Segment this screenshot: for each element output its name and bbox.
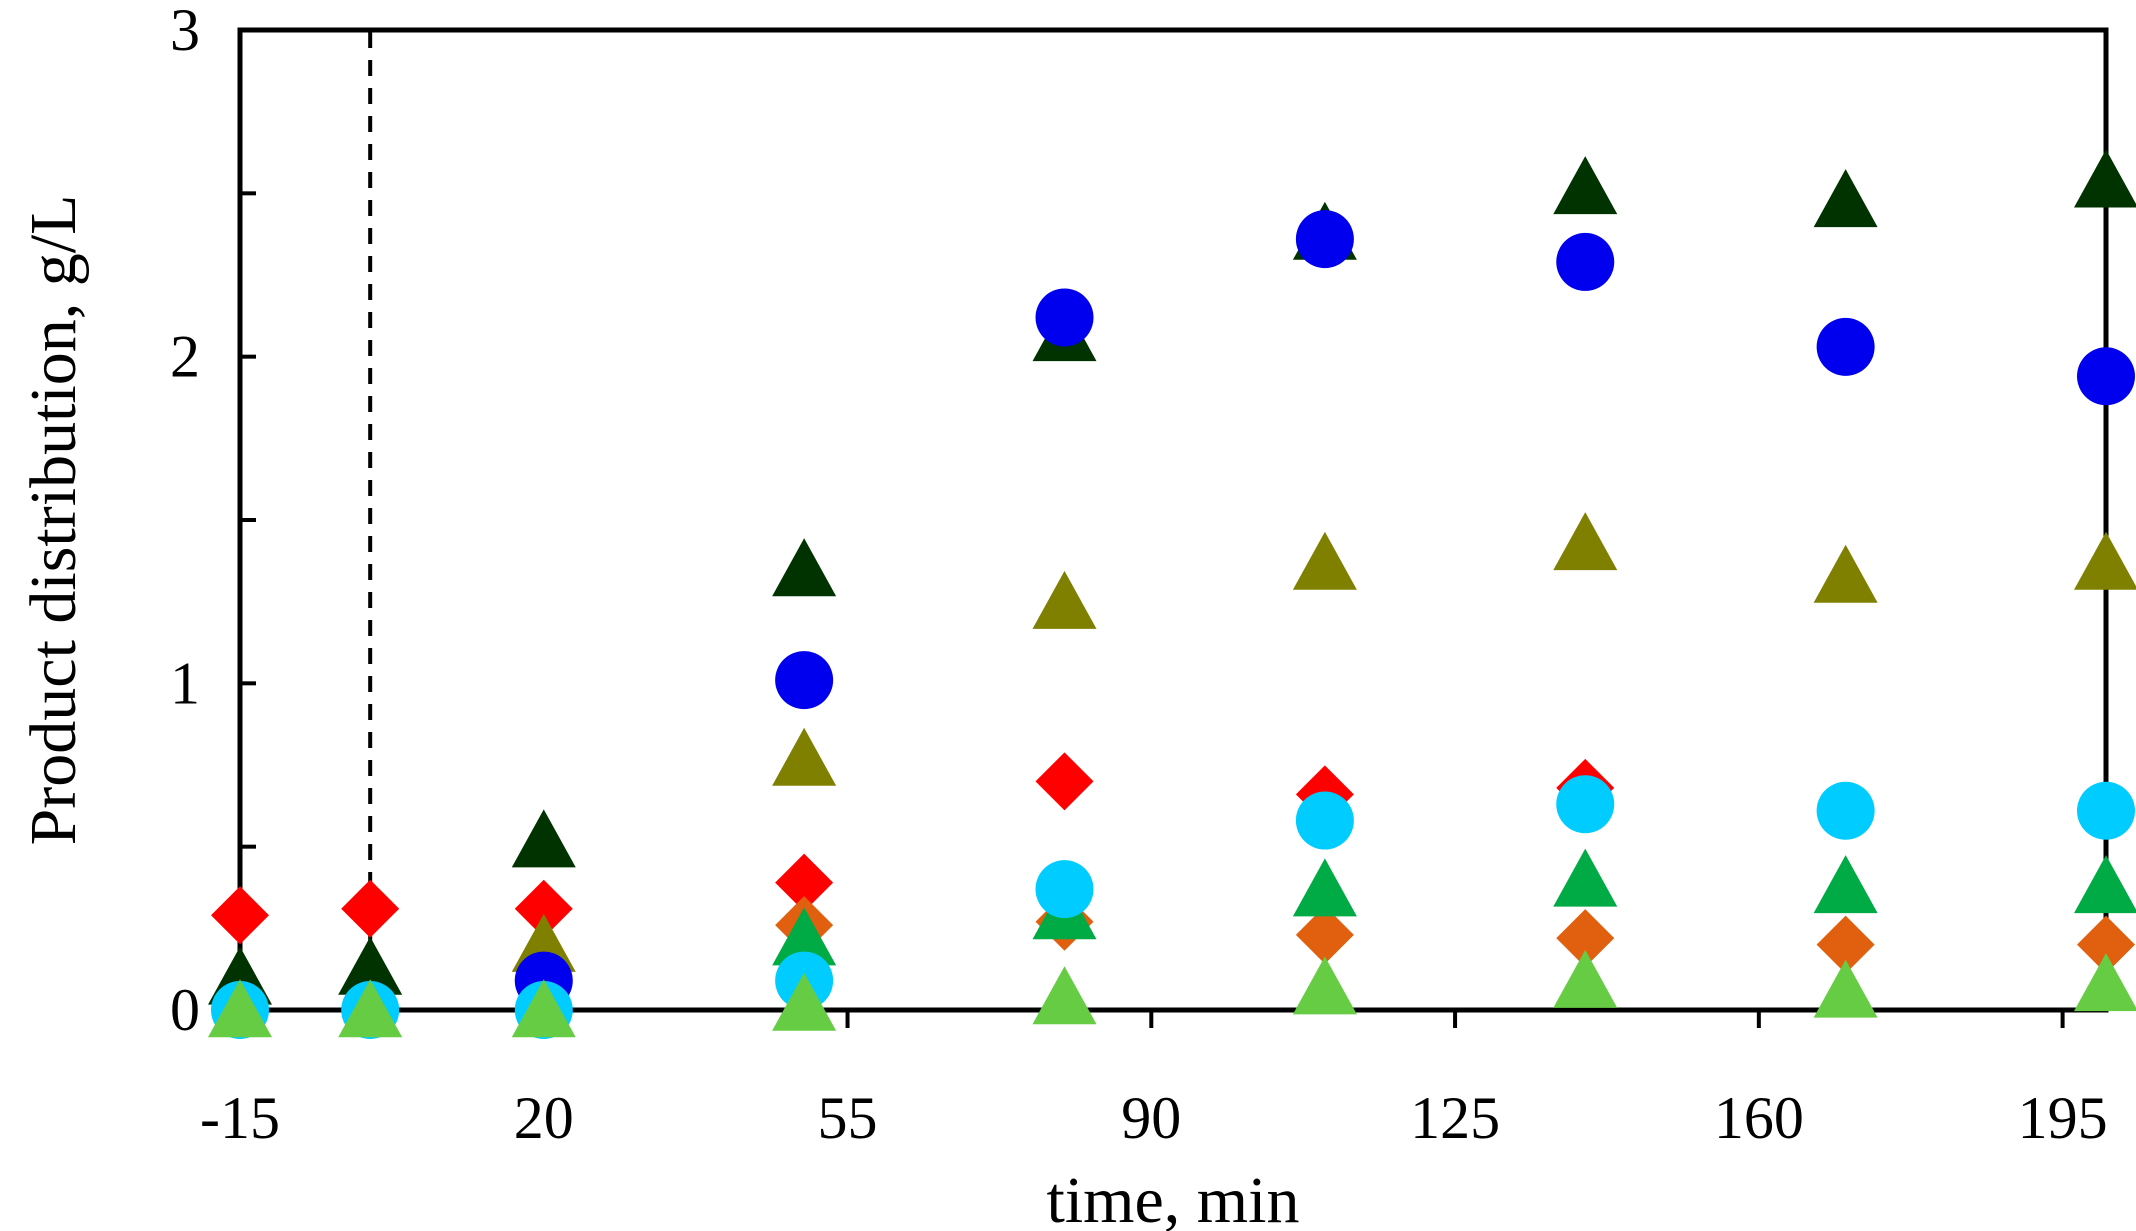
- data-markers: [208, 149, 2136, 1039]
- series-7-triangle-point: [2074, 953, 2136, 1012]
- x-tick-label: 160: [1714, 1085, 1804, 1151]
- series-0-diamond-point: [211, 886, 269, 945]
- y-tick-label: 0: [170, 977, 200, 1043]
- series-7-triangle-point: [1553, 949, 1618, 1008]
- series-1-diamond-point: [2077, 915, 2135, 974]
- series-0-diamond-point: [514, 879, 573, 938]
- series-6-circle-point: [1035, 860, 1094, 919]
- y-tick-label: 3: [170, 0, 200, 63]
- series-5-circle-point: [1816, 317, 1875, 376]
- x-tick-label: 125: [1410, 1085, 1500, 1151]
- x-tick-label: 90: [1121, 1085, 1181, 1151]
- series-3-triangle-point: [1813, 544, 1878, 603]
- y-axis-label: Product distribution, g/L: [17, 195, 90, 846]
- series-5-circle-point: [1295, 210, 1354, 269]
- series-2-triangle-point: [2074, 149, 2136, 208]
- series-3-triangle-point: [2074, 531, 2136, 590]
- series-5-circle-point: [1035, 288, 1094, 347]
- series-7-triangle-point: [1292, 956, 1357, 1015]
- series-3-triangle-point: [1292, 531, 1357, 590]
- x-tick-label: 20: [514, 1085, 574, 1151]
- y-tick-label: 1: [170, 650, 200, 716]
- series-6-circle-point: [1295, 791, 1354, 850]
- series-4-triangle-point: [2074, 855, 2136, 914]
- series-1-diamond-point: [1816, 915, 1875, 974]
- x-tick-label: -15: [200, 1085, 280, 1151]
- series-3-triangle-point: [1553, 512, 1618, 571]
- series-7-triangle-point: [338, 979, 403, 1038]
- series-7-triangle-point: [511, 979, 576, 1038]
- series-6-circle-point: [2077, 781, 2135, 840]
- series-5-circle-point: [2077, 347, 2135, 406]
- series-2-triangle-point: [772, 538, 837, 597]
- series-0-diamond-point: [775, 853, 834, 912]
- series-6-circle-point: [1556, 775, 1615, 834]
- series-4-triangle-point: [1813, 855, 1878, 914]
- series-7-triangle-point: [772, 972, 837, 1031]
- series-2-triangle-point: [511, 809, 576, 868]
- series-3-triangle-point: [1032, 570, 1097, 629]
- x-tick-label: 55: [818, 1085, 878, 1151]
- series-6-circle-point: [1816, 781, 1875, 840]
- series-2-triangle-point: [1553, 156, 1618, 215]
- series-5-circle-point: [775, 651, 834, 710]
- series-0-diamond-point: [1035, 752, 1094, 811]
- series-3-triangle-point: [772, 727, 837, 786]
- series-7-triangle-point: [1813, 959, 1878, 1018]
- x-axis-label: time, min: [1047, 1164, 1300, 1231]
- series-5-circle-point: [1556, 232, 1615, 291]
- series-1-diamond-point: [1295, 905, 1354, 964]
- x-axis-ticks: -15 20 55 90 125 160 195: [200, 1010, 2108, 1151]
- series-0-diamond-point: [341, 879, 400, 938]
- series-2-triangle-point: [338, 936, 403, 995]
- series-7-triangle-point: [208, 979, 272, 1038]
- series-7-triangle-point: [1032, 966, 1097, 1025]
- series-4-triangle-point: [772, 907, 837, 966]
- series-1-diamond-point: [1556, 909, 1615, 968]
- series-4-triangle-point: [1292, 858, 1357, 917]
- y-tick-label: 2: [170, 324, 200, 390]
- x-tick-label: 195: [2018, 1085, 2108, 1151]
- series-4-triangle-point: [1553, 848, 1618, 907]
- series-2-triangle-point: [1813, 169, 1878, 228]
